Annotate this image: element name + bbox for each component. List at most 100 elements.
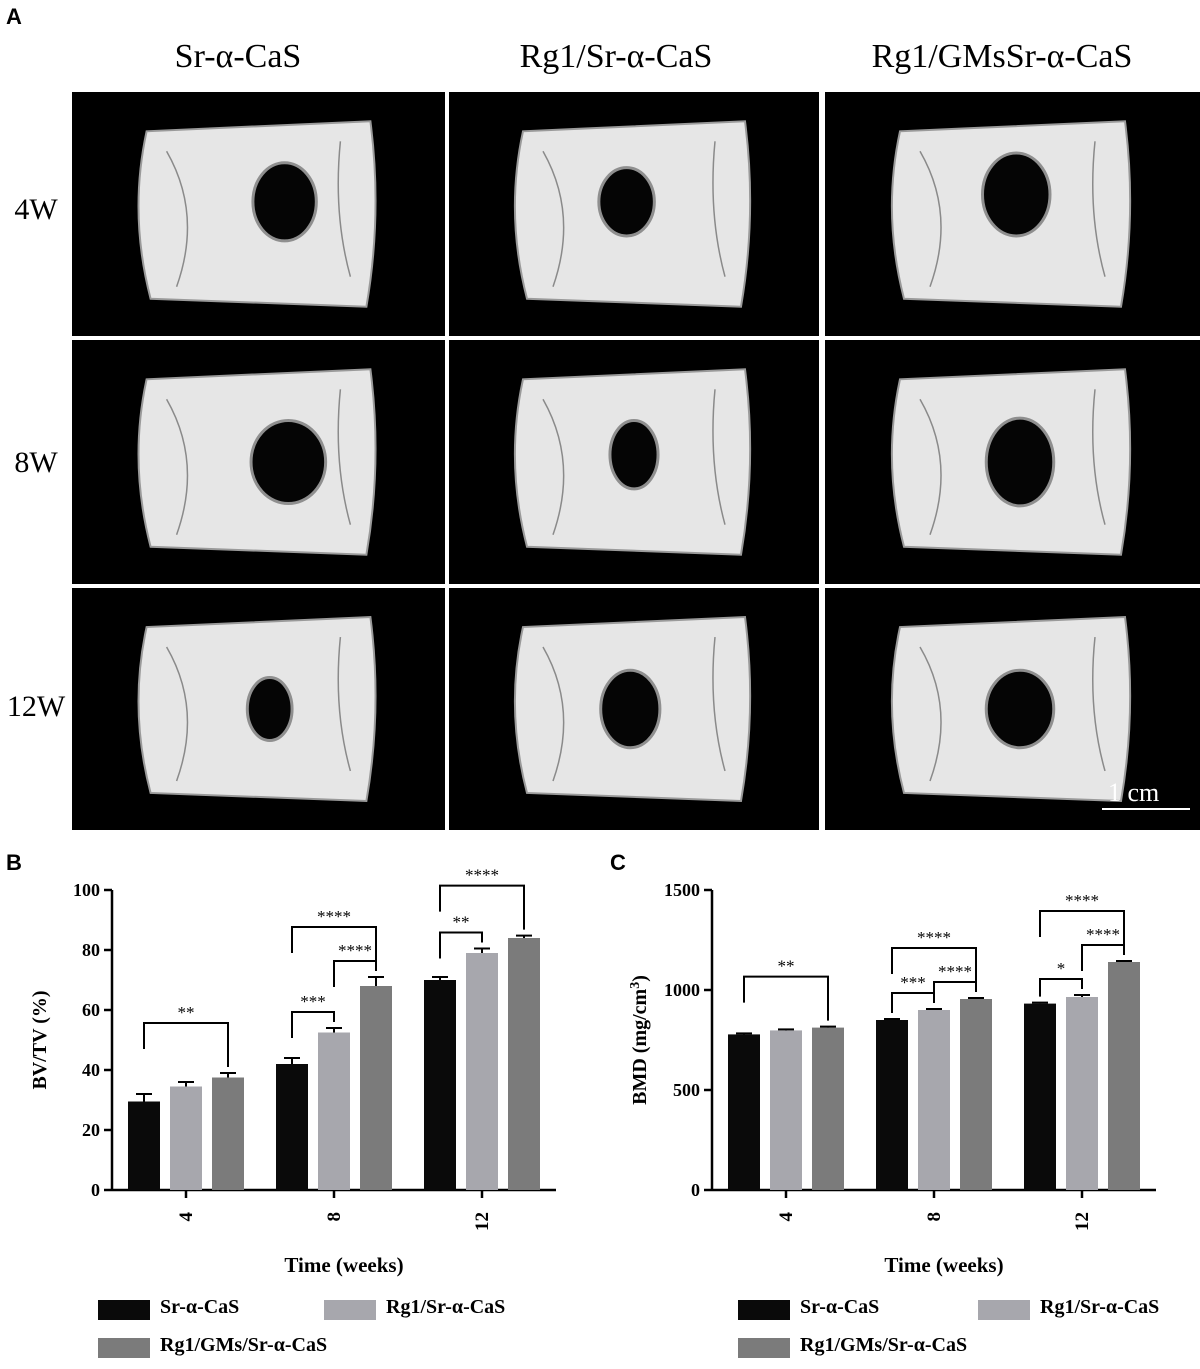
defect-hole	[608, 419, 660, 491]
y-tick-label: 40	[82, 1060, 100, 1080]
defect-hole	[599, 668, 662, 750]
legend-swatch-series3	[738, 1338, 790, 1358]
significance-bracket	[1039, 978, 1083, 997]
legend-swatch-series1	[98, 1300, 150, 1320]
significance-label: ****	[1086, 925, 1120, 944]
significance-bracket	[333, 960, 377, 987]
legend-label-series2: Rg1/Sr-α-CaS	[386, 1296, 506, 1318]
suture-line	[165, 389, 352, 535]
significance-label: *	[1057, 959, 1066, 978]
column-header-rg1-gms-sr-cas: Rg1/GMsSr-α-CaS	[871, 38, 1133, 75]
x-axis-label: Time (weeks)	[284, 1253, 403, 1277]
bar	[918, 1010, 950, 1190]
defect-hole	[251, 161, 318, 243]
bar	[212, 1077, 244, 1190]
scale-bar	[1102, 808, 1190, 810]
significance-label: ****	[938, 962, 972, 981]
defect-hole	[597, 166, 656, 238]
microct-image	[825, 92, 1200, 336]
defect-hole	[249, 419, 328, 505]
bar	[128, 1101, 160, 1190]
significance-label: ****	[317, 907, 351, 926]
scale-bar-label: 1 cm	[1108, 778, 1160, 807]
y-tick-label: 500	[673, 1080, 700, 1100]
bar	[812, 1027, 844, 1190]
microct-image	[449, 588, 819, 830]
defect-hole	[984, 668, 1056, 750]
legend-b: Sr-α-CaS Rg1/Sr-α-CaS Rg1/GMs/Sr-α-CaS	[98, 1296, 598, 1366]
legend-label-series2: Rg1/Sr-α-CaS	[1040, 1296, 1160, 1318]
bar	[170, 1086, 202, 1190]
legend-c: Sr-α-CaS Rg1/Sr-α-CaS Rg1/GMs/Sr-α-CaS	[738, 1296, 1198, 1366]
significance-bracket	[1039, 910, 1125, 955]
defect-hole	[984, 416, 1056, 508]
defect-hole	[245, 676, 294, 742]
legend-swatch-series2	[324, 1300, 376, 1320]
significance-label: **	[178, 1003, 195, 1022]
y-tick-label: 0	[91, 1180, 100, 1200]
significance-label: ***	[300, 992, 326, 1011]
significance-bracket	[743, 975, 829, 1021]
suture-line	[165, 636, 352, 782]
y-tick-label: 1000	[664, 980, 700, 1000]
bar	[876, 1020, 908, 1190]
legend-label-series1: Sr-α-CaS	[800, 1296, 880, 1318]
significance-bracket	[439, 931, 483, 959]
significance-label: ****	[917, 928, 951, 947]
y-tick-label: 80	[82, 940, 100, 960]
significance-bracket	[439, 884, 525, 930]
legend-label-series3: Rg1/GMs/Sr-α-CaS	[160, 1334, 328, 1356]
suture-line	[542, 636, 726, 782]
microct-image	[72, 588, 445, 830]
suture-line	[919, 389, 1106, 535]
microct-image	[72, 92, 445, 336]
defect-hole	[981, 151, 1052, 238]
suture-line	[919, 141, 1106, 287]
bar	[360, 986, 392, 1190]
bar	[276, 1064, 308, 1190]
suture-line	[165, 141, 352, 287]
x-axis-label: Time (weeks)	[884, 1253, 1003, 1277]
y-tick-label: 60	[82, 1000, 100, 1020]
x-tick-label: 12	[472, 1212, 493, 1231]
y-tick-label: 20	[82, 1120, 100, 1140]
row-header-12w: 12W	[6, 690, 66, 723]
significance-bracket	[143, 1022, 229, 1067]
microct-image	[72, 340, 445, 584]
significance-label: ****	[465, 866, 499, 885]
bmd-bar-chart: 0 500 1000 1500 BMD (mg/cm3) Time (weeks) 4 8 12…	[628, 880, 1156, 1277]
significance-bracket	[291, 926, 377, 971]
legend-label-series1: Sr-α-CaS	[160, 1296, 240, 1318]
bar	[466, 953, 498, 1190]
significance-bracket	[291, 1011, 335, 1038]
x-tick-label: 8	[924, 1212, 945, 1222]
row-header-4w: 4W	[14, 193, 58, 226]
column-header-rg1-sr-cas: Rg1/Sr-α-CaS	[519, 38, 713, 75]
microct-image	[825, 588, 1200, 830]
significance-label: **	[453, 913, 470, 932]
bar	[508, 938, 540, 1190]
bar	[1066, 997, 1098, 1190]
microct-image	[449, 340, 819, 584]
bar	[424, 980, 456, 1190]
microct-image	[825, 340, 1200, 584]
microct-image	[449, 92, 819, 336]
y-tick-label: 1500	[664, 880, 700, 900]
significance-label: **	[778, 957, 795, 976]
x-tick-label: 4	[176, 1212, 197, 1222]
bar	[318, 1032, 350, 1190]
suture-line	[542, 141, 726, 287]
bar	[1024, 1003, 1056, 1190]
legend-swatch-series2	[978, 1300, 1030, 1320]
legend-label-series3: Rg1/GMs/Sr-α-CaS	[800, 1334, 968, 1356]
x-tick-label: 12	[1072, 1212, 1093, 1231]
bar	[1108, 962, 1140, 1190]
bar	[960, 999, 992, 1190]
x-tick-label: 8	[324, 1212, 345, 1222]
significance-label: ****	[1065, 891, 1099, 910]
row-header-8w: 8W	[14, 446, 58, 479]
significance-label: ****	[338, 941, 372, 960]
bar	[770, 1030, 802, 1190]
panel-label-b: B	[6, 850, 22, 875]
